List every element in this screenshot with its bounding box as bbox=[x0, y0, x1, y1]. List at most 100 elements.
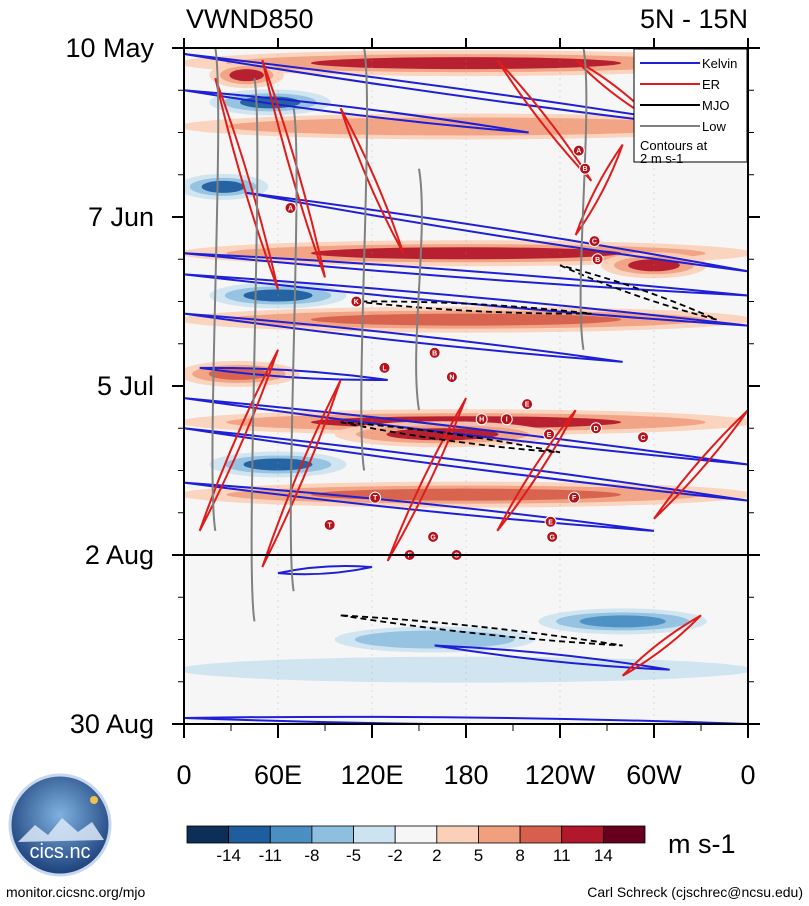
storm-label: N bbox=[449, 374, 454, 381]
storm-label: A bbox=[288, 205, 293, 212]
storm-markers: ABACBKBLNEHIDECTFTEGGFO bbox=[284, 144, 650, 561]
y-axis: 10 May 7 Jun 5 Jul 2 Aug 30 Aug bbox=[65, 33, 760, 739]
anomaly-band-peak-13 bbox=[310, 488, 622, 501]
colorbar-swatch-2 bbox=[269, 825, 313, 844]
storm-marker-15: T bbox=[369, 491, 382, 504]
storm-symbol bbox=[543, 428, 556, 441]
storm-marker-12: D bbox=[590, 422, 603, 435]
kelvin-contour-2 bbox=[246, 191, 748, 273]
storm-label: T bbox=[373, 495, 378, 502]
legend-note-line1: Contours at bbox=[640, 138, 708, 153]
storm-marker-0: A bbox=[572, 144, 585, 157]
x-tick-label-2: 120E bbox=[340, 760, 403, 790]
storm-label: E bbox=[525, 402, 530, 409]
y-tick-label-0: 10 May bbox=[65, 33, 154, 63]
storm-label: F bbox=[572, 495, 577, 502]
storm-symbol bbox=[544, 515, 557, 528]
colorbar-swatch-8 bbox=[519, 825, 563, 844]
x-tick-label-6: 0 bbox=[740, 760, 755, 790]
storm-symbol bbox=[500, 413, 513, 426]
storm-symbol bbox=[323, 518, 336, 531]
storm-label: A bbox=[576, 148, 581, 155]
storm-symbol bbox=[590, 422, 603, 435]
storm-marker-20: G bbox=[427, 530, 440, 543]
storm-marker-10: H bbox=[475, 413, 488, 426]
x-axis: 0 60E 120E 180 120W 60W 0 bbox=[176, 38, 756, 790]
kelvin-contour-8 bbox=[184, 427, 748, 502]
storm-symbol bbox=[591, 253, 604, 266]
low-contour-2 bbox=[289, 108, 298, 592]
colorbar-swatch-0 bbox=[186, 825, 230, 844]
storm-marker-6: B bbox=[428, 346, 441, 359]
anomaly-band-peak-14 bbox=[579, 615, 666, 628]
anomaly-band-core-15 bbox=[354, 630, 515, 649]
storm-marker-3: C bbox=[588, 235, 601, 248]
storm-label: D bbox=[594, 426, 599, 433]
colorbar-label-5: 2 bbox=[432, 846, 441, 865]
y-tick-label-2: 5 Jul bbox=[97, 371, 154, 401]
storm-symbol bbox=[350, 295, 363, 308]
low-contour-1 bbox=[250, 78, 259, 622]
storm-symbol bbox=[579, 162, 592, 175]
colorbar-label-4: -2 bbox=[388, 846, 403, 865]
storm-symbol bbox=[588, 235, 601, 248]
storm-label: H bbox=[479, 417, 484, 424]
logo-text: cics.nc bbox=[29, 841, 90, 863]
colorbar-swatch-5 bbox=[394, 825, 438, 844]
mjo-contours bbox=[211, 48, 718, 647]
legend-er-label: ER bbox=[702, 77, 720, 92]
storm-marker-8: N bbox=[445, 370, 458, 383]
x-tick-label-1: 60E bbox=[254, 760, 302, 790]
footer-website[interactable]: monitor.cicsnc.org/mjo bbox=[6, 884, 145, 900]
colorbar-units: m s-1 bbox=[668, 829, 736, 859]
storm-marker-19: G bbox=[546, 530, 559, 543]
storm-marker-13: E bbox=[543, 428, 556, 441]
er-contour-7 bbox=[261, 379, 342, 568]
storm-symbol bbox=[428, 346, 441, 359]
storm-symbol bbox=[284, 201, 297, 214]
storm-marker-4: B bbox=[591, 253, 604, 266]
er-contours bbox=[198, 59, 748, 677]
storm-label: I bbox=[506, 417, 508, 424]
colorbar-label-1: -11 bbox=[259, 846, 282, 865]
storm-marker-1: B bbox=[579, 162, 592, 175]
er-contour-2 bbox=[339, 107, 405, 254]
storm-symbol bbox=[475, 413, 488, 426]
kelvin-contours bbox=[184, 53, 748, 724]
colorbar-label-6: 5 bbox=[474, 846, 483, 865]
colorbar-label-3: -5 bbox=[346, 846, 361, 865]
colorbar: -14 -11 -8 -5 -2 2 5 8 11 14 bbox=[186, 825, 646, 865]
kelvin-contour-5 bbox=[184, 312, 623, 363]
legend-low-label: Low bbox=[702, 119, 726, 134]
kelvin-contour-9 bbox=[184, 481, 655, 532]
anomaly-band-peak-4 bbox=[201, 180, 245, 193]
storm-label: B bbox=[583, 166, 588, 173]
kelvin-contour-0 bbox=[184, 53, 748, 134]
colorbar-label-7: 8 bbox=[515, 846, 524, 865]
storm-label: B bbox=[595, 257, 600, 264]
storm-label: C bbox=[592, 239, 597, 246]
kelvin-contour-10 bbox=[277, 564, 373, 576]
er-contour-0 bbox=[214, 77, 279, 290]
anomaly-band-peak-12 bbox=[243, 458, 313, 471]
low-contour-0 bbox=[211, 48, 220, 532]
anomaly-band-16 bbox=[184, 656, 748, 683]
anomaly-band-peak-1 bbox=[229, 69, 264, 82]
legend-kelvin-label: Kelvin bbox=[702, 56, 737, 71]
cicsnc-logo: cics.nc bbox=[8, 773, 112, 877]
chart-title-right: 5N - 15N bbox=[640, 4, 748, 34]
storm-label: E bbox=[547, 432, 552, 439]
kelvin-contour-12 bbox=[184, 715, 748, 724]
storm-label: C bbox=[641, 435, 646, 442]
colorbar-swatch-3 bbox=[311, 825, 354, 844]
er-contour-5 bbox=[574, 143, 624, 236]
legend-mjo-label: MJO bbox=[702, 98, 729, 113]
storm-marker-14: C bbox=[637, 431, 650, 444]
storm-symbol bbox=[445, 370, 458, 383]
storm-label: T bbox=[328, 522, 333, 529]
storm-marker-5: K bbox=[350, 295, 363, 308]
mjo-contour-1 bbox=[340, 421, 561, 454]
colorbar-swatch-1 bbox=[228, 825, 271, 844]
colorbar-swatch-7 bbox=[478, 825, 521, 844]
legend-note-line2: 2 m s-1 bbox=[640, 151, 683, 166]
